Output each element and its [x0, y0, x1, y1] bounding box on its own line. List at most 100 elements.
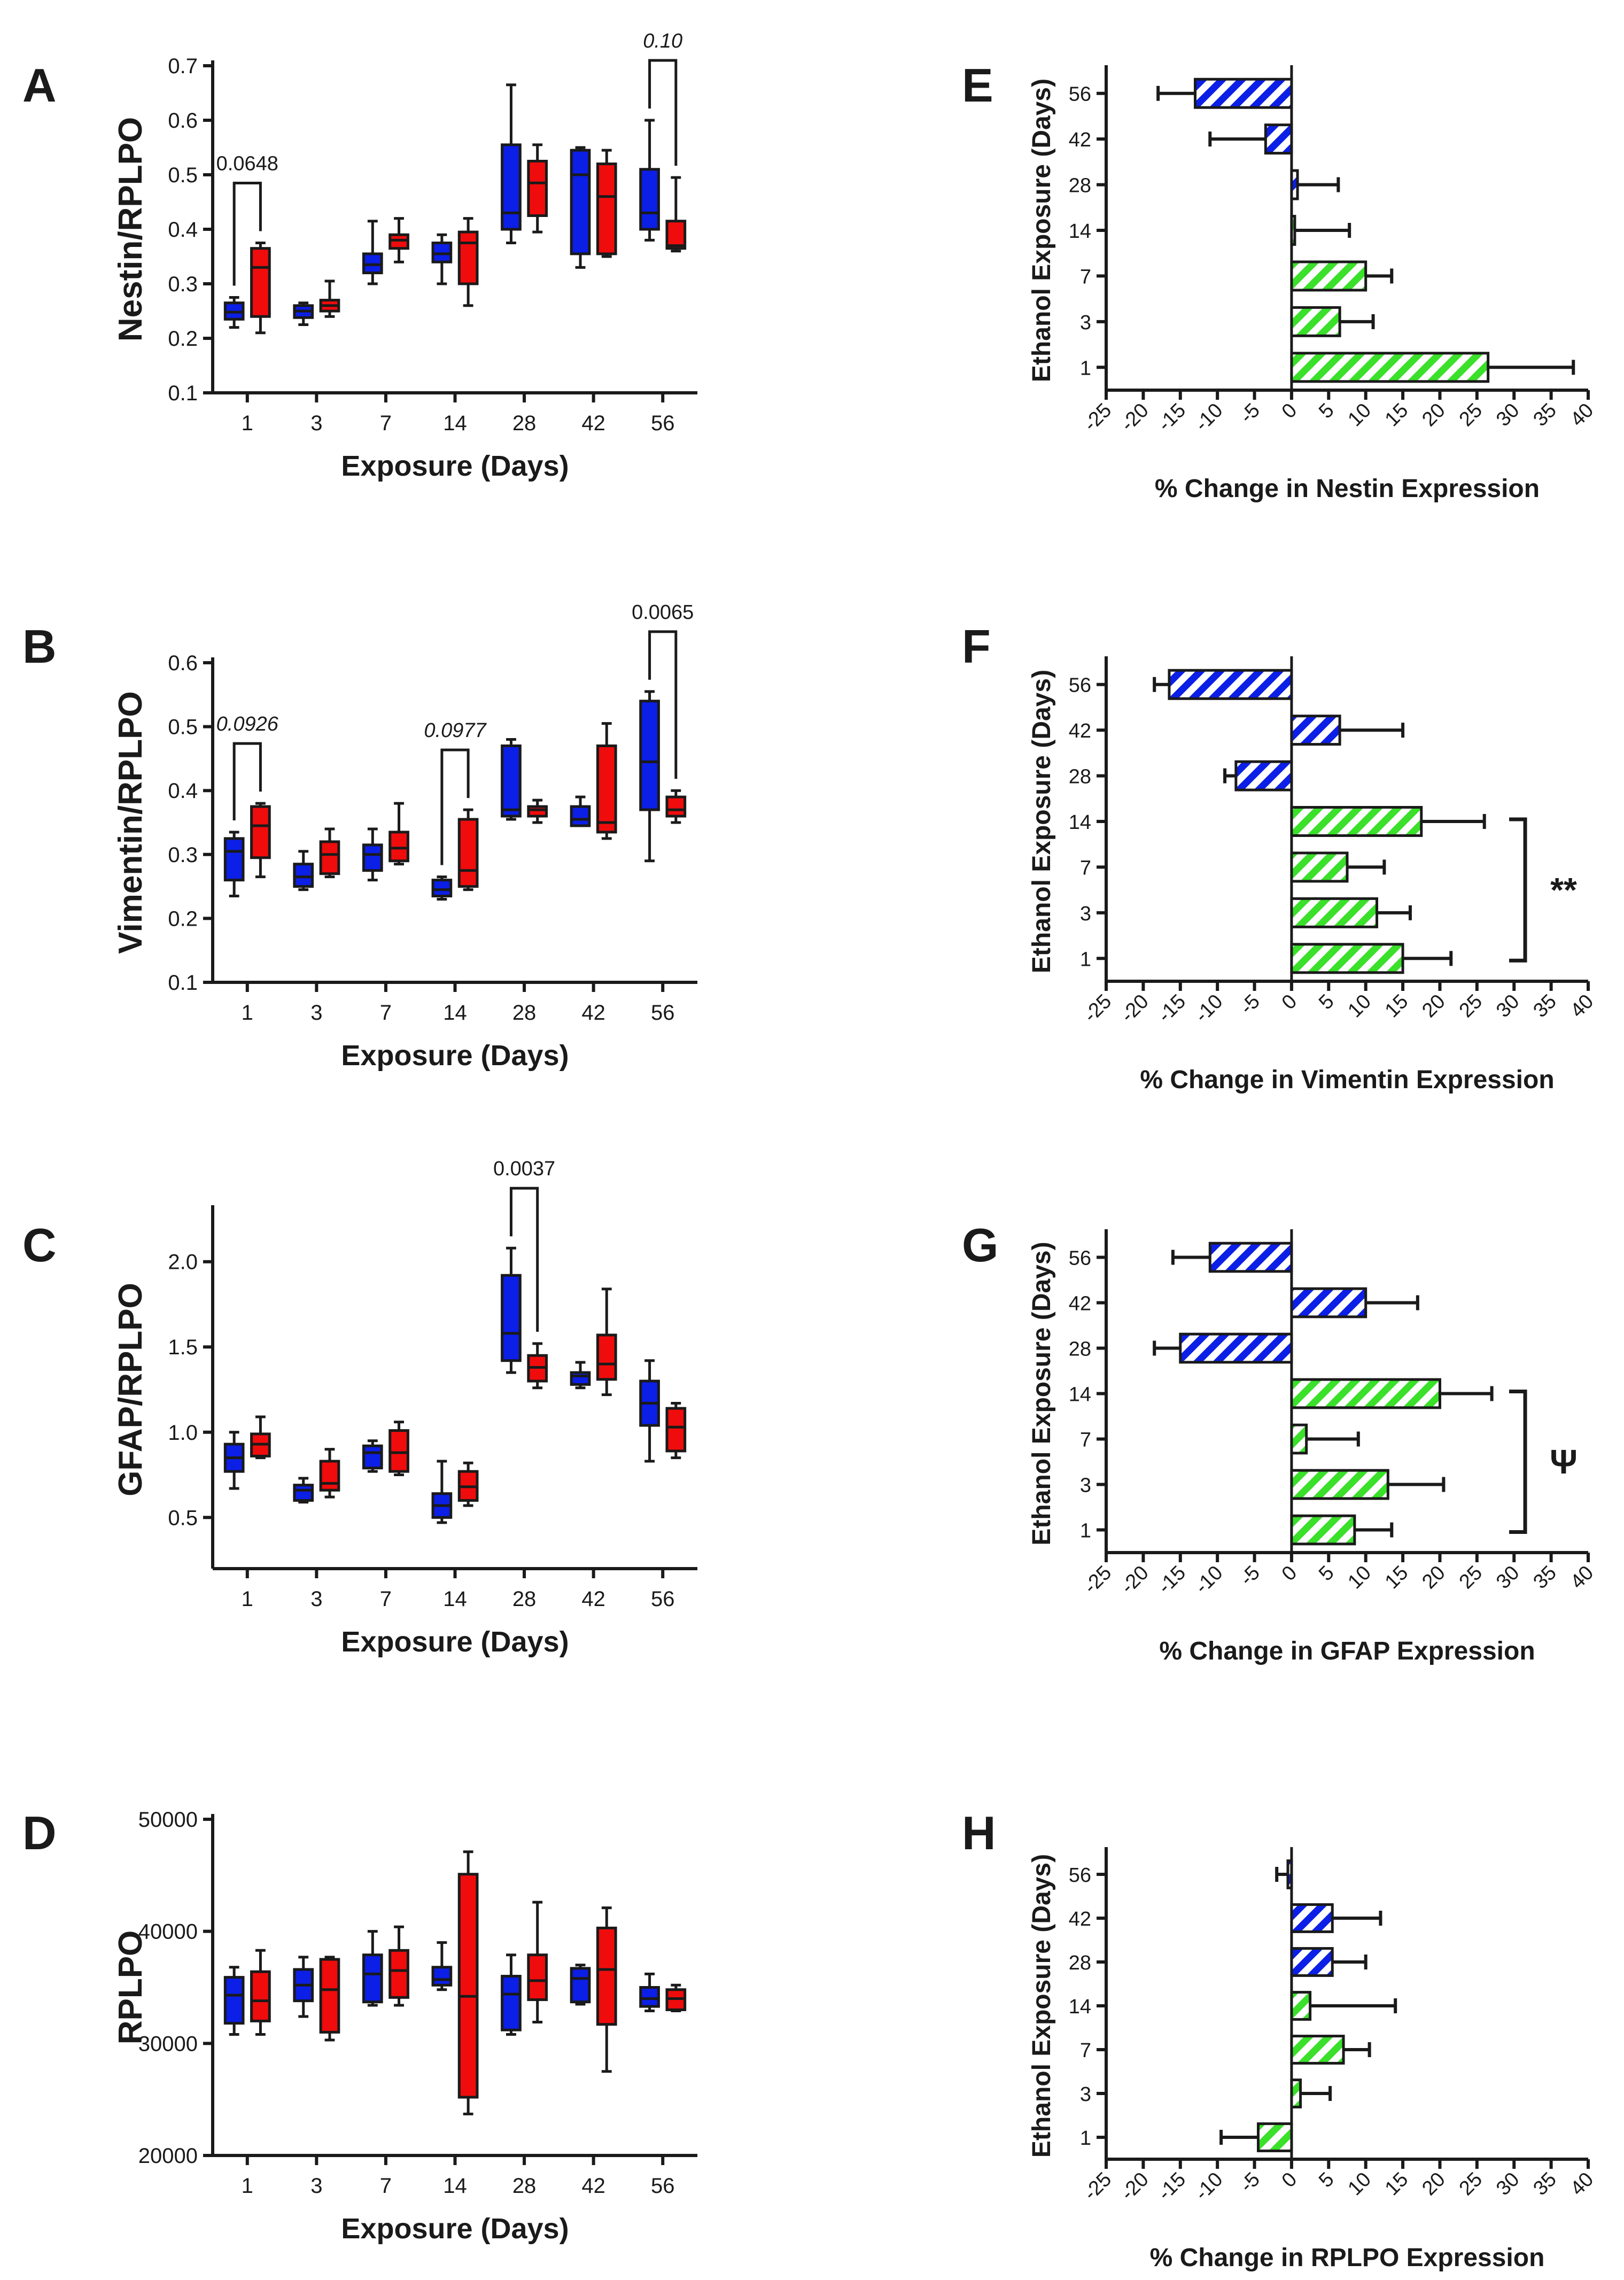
y-tick-label: 28 — [1069, 766, 1091, 788]
x-tick-label: 1 — [242, 1001, 253, 1025]
y-tick-label: 56 — [1069, 83, 1091, 106]
panel-h: H -25 -20 -15 -10 -5 0 5 10 15 20 25 30 35 40 56 42 28 14 7… — [962, 1806, 1598, 2272]
y-tick-label: 40000 — [138, 1920, 198, 1944]
y-tick-label: 0.5 — [168, 164, 198, 187]
y-tick-label: 7 — [1080, 857, 1091, 879]
x-tick-label: 28 — [512, 2174, 537, 2198]
box-control — [501, 744, 522, 818]
x-tick-label: 56 — [651, 1587, 675, 1611]
bar-day-56 — [1194, 77, 1293, 109]
x-tick-label: 15 — [1381, 1562, 1413, 1594]
box-control — [501, 143, 522, 231]
box-ethanol — [665, 220, 687, 250]
p-value-label: 0.0065 — [632, 601, 694, 624]
bar-day-14 — [1290, 1991, 1312, 2021]
y-axis-title: Ethanol Exposure (Days) — [1028, 79, 1056, 382]
x-tick-label: 7 — [380, 2174, 392, 2198]
bar-day-7 — [1290, 851, 1349, 883]
p-value-label: 0.0037 — [493, 1158, 555, 1180]
bar-day-56 — [1286, 1859, 1293, 1889]
x-tick-label: 7 — [380, 1587, 392, 1611]
y-axis-title: GFAP/RPLPO — [112, 1283, 149, 1496]
y-tick-label: 50000 — [138, 1808, 198, 1832]
y-tick-label: 1 — [1080, 2127, 1091, 2150]
box-ethanol — [457, 1873, 479, 2099]
x-tick-label: 1 — [242, 1587, 253, 1611]
x-tick-label: 0 — [1278, 1562, 1302, 1586]
y-tick-label: 1 — [1080, 1520, 1091, 1542]
box-control — [362, 1444, 383, 1470]
bar-day-3 — [1290, 897, 1379, 928]
x-tick-label: 15 — [1381, 990, 1413, 1022]
box-ethanol — [388, 1949, 409, 1999]
y-tick-label: 7 — [1080, 2039, 1091, 2062]
panel-f: F -25 -20 -15 -10 -5 0 5 10 15 20 25 30 35 40 56 42 28 14 7… — [962, 620, 1598, 1094]
box-control — [570, 1967, 591, 2004]
x-tick-label: 56 — [651, 1001, 675, 1025]
significance-bracket — [509, 1186, 539, 1332]
x-tick-label: 35 — [1529, 2168, 1561, 2200]
x-axis-title: Exposure (Days) — [341, 1040, 569, 1072]
y-tick-label: 14 — [1069, 1384, 1091, 1406]
box-control — [431, 879, 453, 898]
box-control — [293, 1484, 314, 1502]
box-ethanol — [457, 230, 479, 285]
y-axis-title: Ethanol Exposure (Days) — [1028, 1854, 1056, 2158]
box-control — [431, 242, 453, 263]
x-tick-label: 10 — [1343, 2168, 1376, 2200]
box-control — [293, 863, 314, 888]
x-tick-label: 3 — [310, 1587, 322, 1611]
box-control — [362, 843, 383, 872]
x-tick-label: -25 — [1079, 399, 1116, 436]
x-tick-label: 5 — [1315, 1562, 1339, 1586]
y-tick-label: 3 — [1080, 1475, 1091, 1497]
y-tick-label: 14 — [1069, 1996, 1091, 2018]
y-tick-label: 1.0 — [168, 1421, 198, 1445]
bar-day-42 — [1290, 715, 1341, 746]
x-tick-label: 14 — [443, 1587, 467, 1611]
y-tick-label: 0.7 — [168, 55, 198, 78]
panel-letter: A — [22, 59, 57, 112]
x-tick-label: 20 — [1418, 2168, 1450, 2200]
bar-day-56 — [1208, 1242, 1293, 1273]
x-tick-label: -5 — [1236, 1562, 1264, 1591]
bar-day-28 — [1290, 1947, 1334, 1977]
box-ethanol — [596, 1926, 617, 2026]
x-tick-label: -15 — [1154, 2168, 1191, 2205]
y-tick-label: 0.3 — [168, 273, 198, 296]
x-tick-label: 20 — [1418, 399, 1450, 431]
box-control — [223, 1976, 245, 2025]
y-tick-label: 0.1 — [168, 971, 198, 995]
y-tick-label: 28 — [1069, 175, 1091, 197]
y-tick-label: 0.2 — [168, 327, 198, 351]
y-tick-label: 3 — [1080, 312, 1091, 334]
panel-letter: D — [22, 1806, 57, 1859]
bar-day-3 — [1290, 306, 1341, 337]
x-tick-label: 5 — [1315, 399, 1339, 423]
x-tick-label: -5 — [1236, 2168, 1264, 2197]
y-axis-title: Vimentin/RPLPO — [112, 691, 149, 954]
box-control — [639, 1986, 660, 2008]
panel-letter: H — [962, 1806, 996, 1859]
x-tick-label: 14 — [443, 1001, 467, 1025]
y-tick-label: 0.4 — [168, 218, 198, 242]
x-tick-label: 0 — [1278, 399, 1302, 423]
box-control — [501, 1975, 522, 2031]
box-control — [639, 700, 660, 811]
x-tick-label: 20 — [1418, 1562, 1450, 1594]
panel-d: D 20000 30000 40000 50000 1 3 7 14 28 42 56 Exposure… — [22, 1806, 697, 2245]
x-tick-label: 42 — [581, 1001, 605, 1025]
y-tick-label: 0.5 — [168, 1506, 198, 1530]
y-axis-title: Ethanol Exposure (Days) — [1028, 1242, 1056, 1545]
x-tick-label: -10 — [1191, 990, 1227, 1027]
panel-letter: B — [22, 620, 57, 673]
y-tick-label: 0.5 — [168, 716, 198, 739]
significance-bracket — [440, 748, 470, 865]
y-tick-label: 14 — [1069, 811, 1091, 834]
bar-day-3 — [1290, 2079, 1302, 2108]
x-tick-label: 28 — [512, 1001, 537, 1025]
bar-day-7 — [1290, 2035, 1345, 2065]
y-tick-label: 3 — [1080, 903, 1091, 925]
box-control — [362, 252, 383, 275]
box-ethanol — [388, 1429, 409, 1473]
